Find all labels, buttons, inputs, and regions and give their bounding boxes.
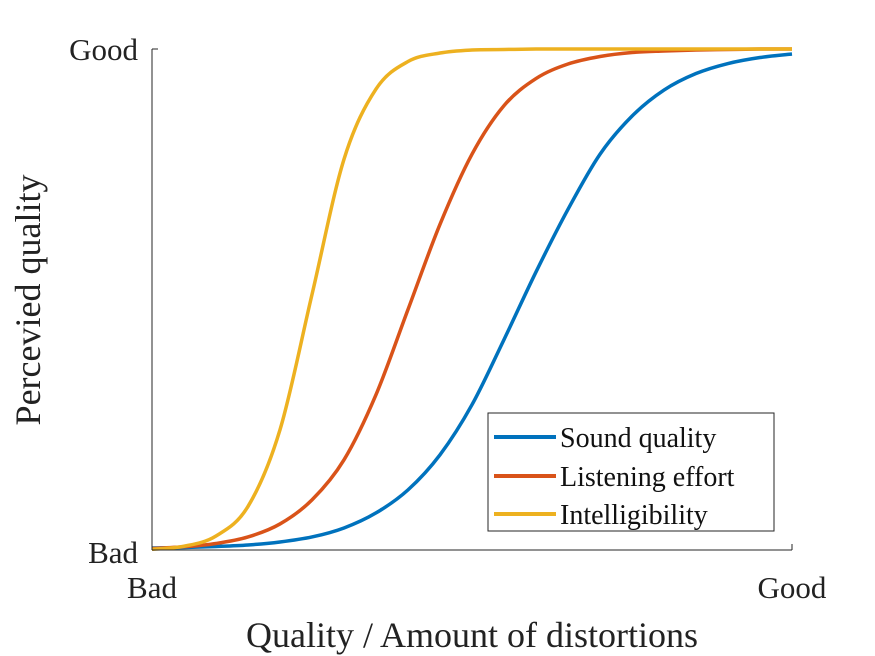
y-tick-label-bad: Bad (88, 535, 138, 570)
series-layer (151, 47, 793, 551)
legend: Sound quality Listening effort Intelligi… (487, 412, 775, 532)
y-axis-label: Percevied quality (8, 175, 48, 426)
x-tick-label-good: Good (758, 570, 827, 605)
legend-label-intelligibility: Intelligibility (560, 500, 708, 531)
series-line-intelligibility (151, 47, 792, 551)
y-tick-label-good: Good (69, 32, 138, 67)
series-line-sound-quality (151, 52, 793, 550)
x-axis-label: Quality / Amount of distortions (246, 615, 698, 655)
legend-label-listening-effort: Listening effort (560, 462, 735, 493)
legend-label-sound-quality: Sound quality (560, 423, 716, 454)
x-tick-label-bad: Bad (127, 570, 177, 605)
legend-box (487, 412, 775, 532)
